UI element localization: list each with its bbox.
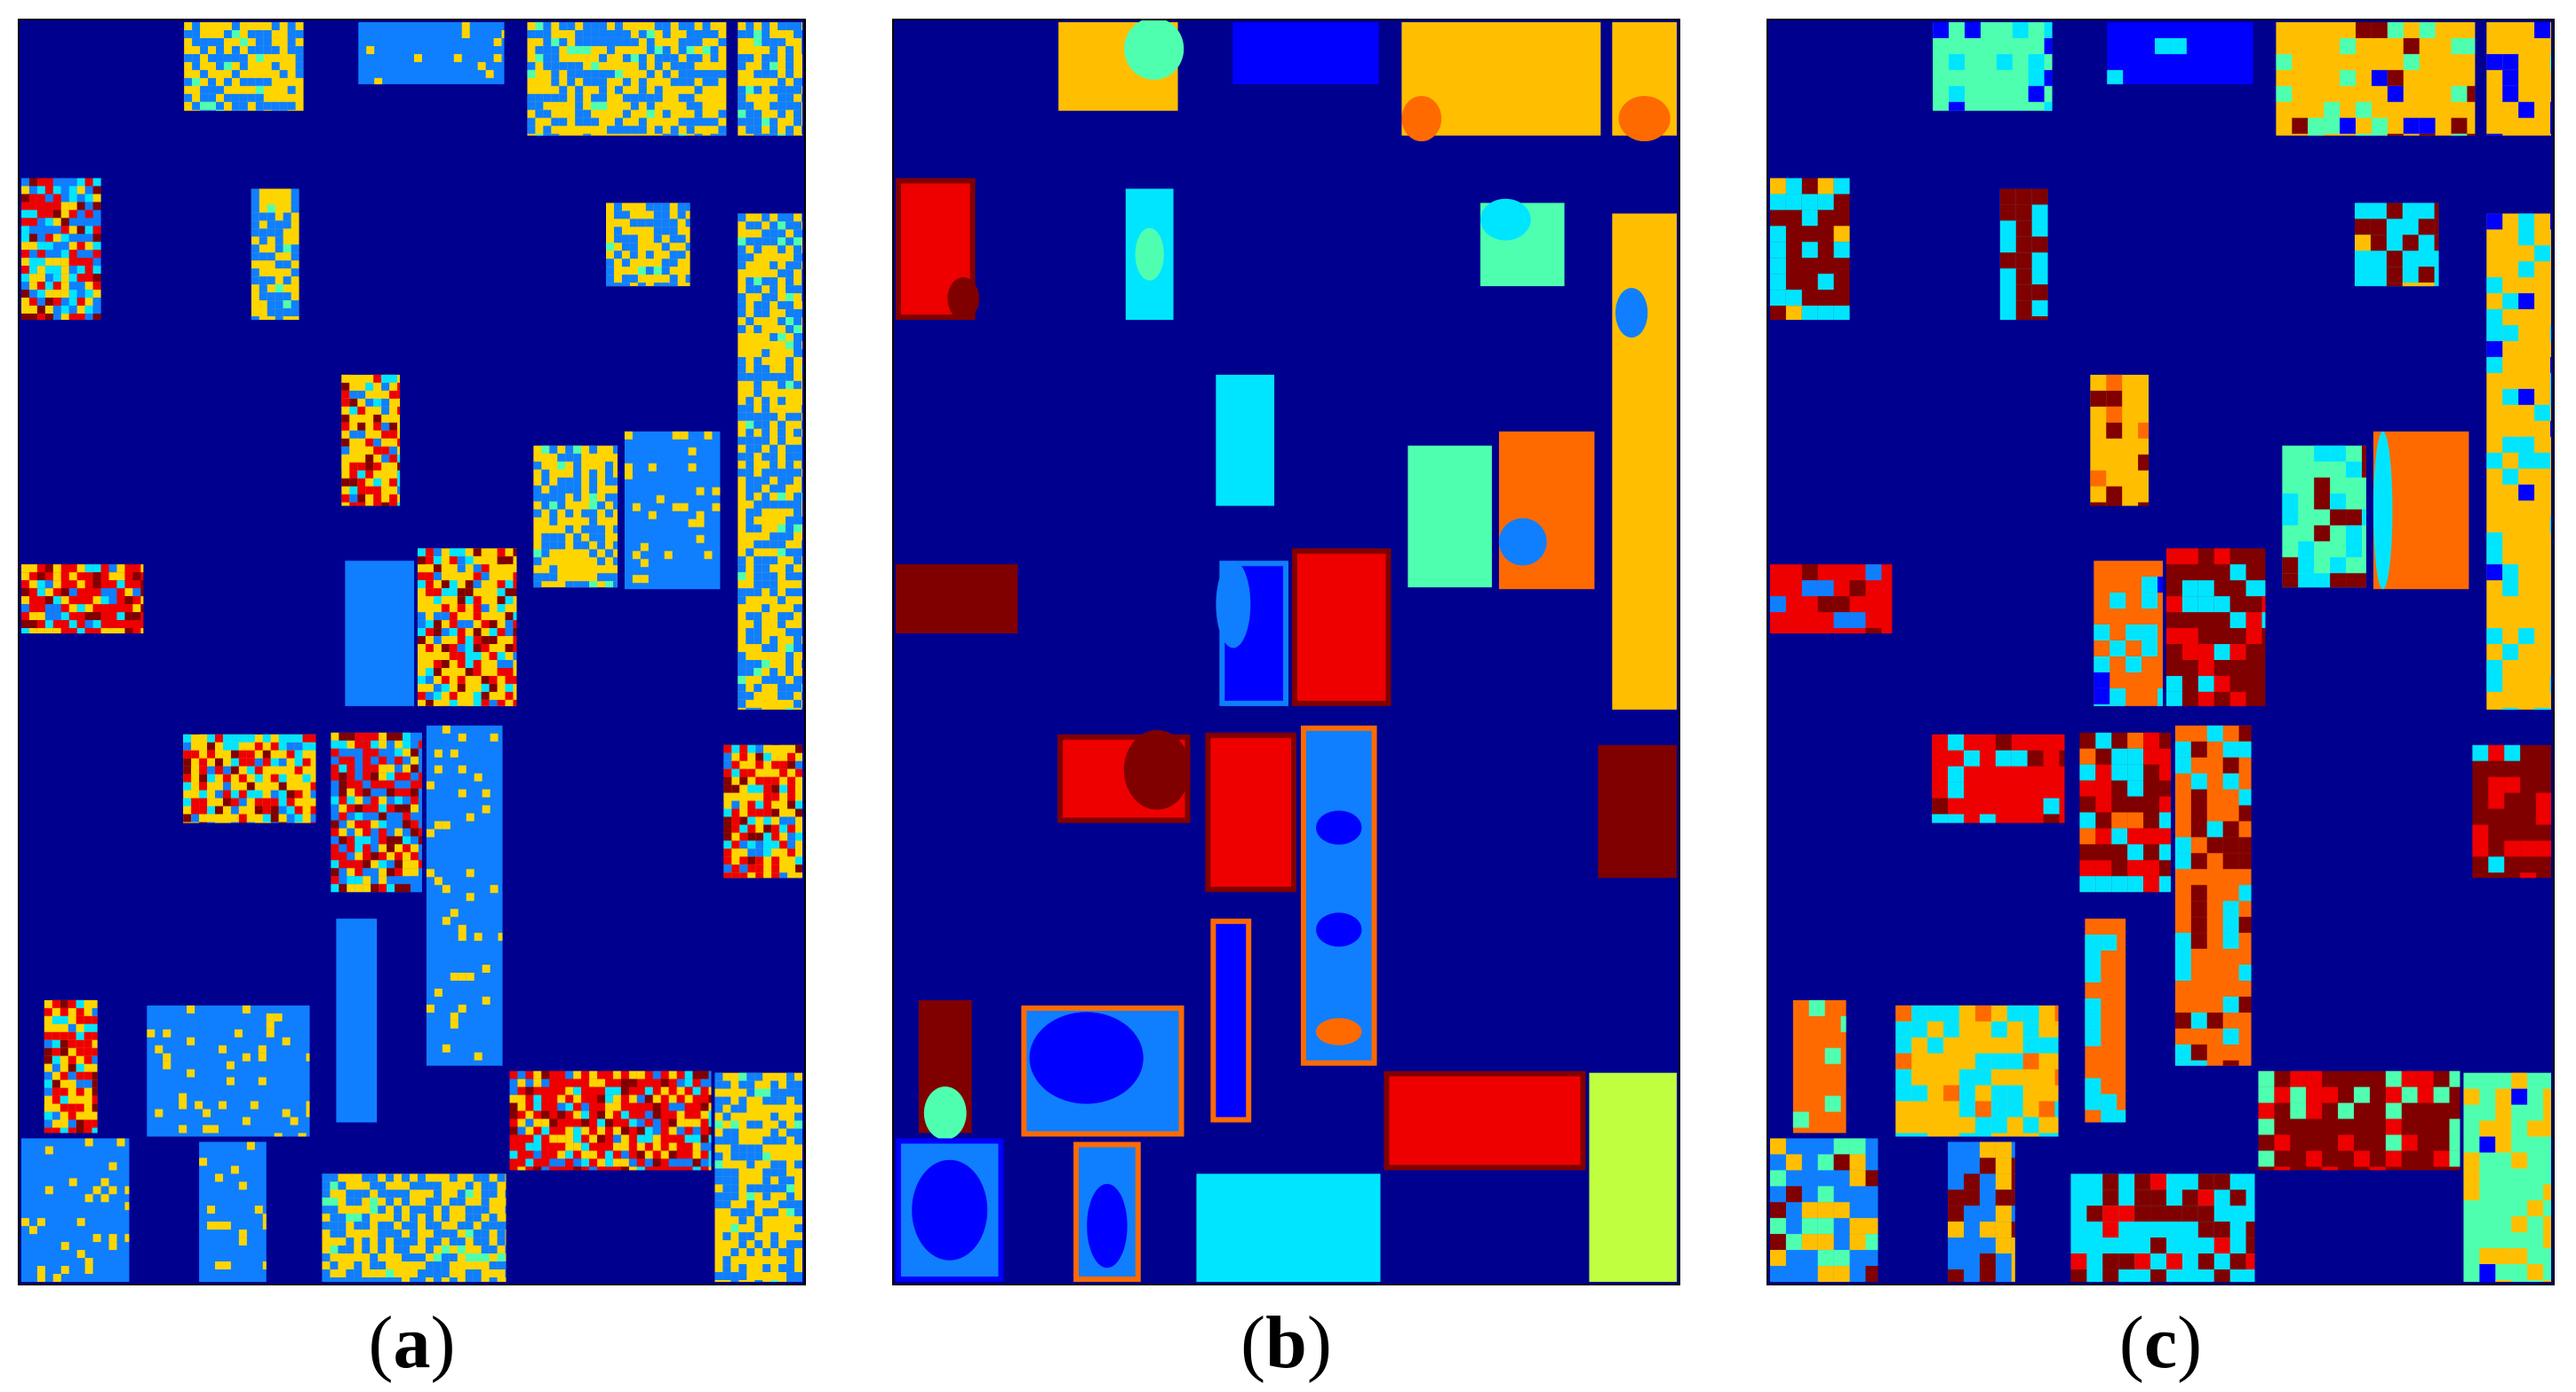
area-c6 <box>1999 188 2048 321</box>
field-a13 <box>345 561 414 706</box>
area-c22 <box>2258 1070 2460 1171</box>
region-b1 <box>1058 20 1184 111</box>
field-a8 <box>738 213 803 710</box>
field-a9 <box>341 374 401 506</box>
region-b7 <box>1480 198 1565 287</box>
field-a7 <box>606 203 690 287</box>
area-c11 <box>2373 431 2469 590</box>
field-a16 <box>331 732 422 893</box>
region-b21 <box>1021 1005 1184 1137</box>
field-a14 <box>417 548 517 706</box>
caption-c-letter: c <box>2143 1301 2178 1384</box>
field-a1 <box>184 21 304 111</box>
caption-a-close: ) <box>430 1301 456 1384</box>
caption-c-close: ) <box>2177 1301 2203 1384</box>
region-b11 <box>1498 431 1595 590</box>
area-c15 <box>1932 734 2065 823</box>
classification-map-b <box>892 19 1680 1285</box>
caption-c-open: ( <box>2118 1301 2144 1384</box>
area-c7 <box>2355 203 2439 287</box>
region-b24 <box>895 1138 1004 1283</box>
area-c25 <box>1948 1141 2015 1283</box>
field-a22 <box>509 1070 712 1171</box>
caption-c: (c) <box>1767 1299 2555 1388</box>
field-a23 <box>714 1072 803 1283</box>
region-b20 <box>918 999 972 1140</box>
map-c-svg <box>1768 20 2553 1284</box>
field-a5 <box>20 178 101 321</box>
area-c5 <box>1769 178 1850 321</box>
region-b8 <box>1612 213 1678 710</box>
area-c21 <box>1895 1005 2059 1137</box>
region-b2 <box>1232 21 1379 84</box>
field-a18 <box>723 744 803 879</box>
area-c4 <box>2486 21 2552 136</box>
field-a24 <box>20 1138 130 1283</box>
region-b10 <box>1408 445 1492 588</box>
field-a2 <box>358 21 505 84</box>
region-b16 <box>1205 732 1296 893</box>
classification-map-c <box>1767 19 2555 1285</box>
region-b14 <box>1291 548 1392 706</box>
caption-a: (a) <box>18 1299 806 1388</box>
caption-b: (b) <box>892 1299 1680 1388</box>
region-b18 <box>1598 744 1678 879</box>
region-b13 <box>1216 561 1288 706</box>
area-c23 <box>2463 1072 2552 1283</box>
area-c17 <box>2174 725 2252 1066</box>
region-b4 <box>1612 21 1678 142</box>
region-b23 <box>1589 1072 1678 1283</box>
caption-b-letter: b <box>1265 1301 1307 1384</box>
field-a21 <box>147 1005 310 1137</box>
area-c3 <box>2276 21 2476 136</box>
area-c16 <box>2079 732 2171 893</box>
field-a19 <box>336 919 378 1123</box>
area-c24 <box>1769 1138 1878 1283</box>
field-a10 <box>533 445 618 588</box>
field-a15 <box>183 734 316 823</box>
classification-map-a <box>18 19 806 1285</box>
caption-b-close: ) <box>1306 1301 1332 1384</box>
region-b25 <box>1073 1141 1141 1283</box>
field-a11 <box>624 431 721 590</box>
region-b19 <box>1210 919 1252 1123</box>
area-c26 <box>2070 1173 2255 1283</box>
area-c13 <box>2093 561 2163 706</box>
area-c9 <box>2090 374 2149 506</box>
caption-b-open: ( <box>1240 1301 1266 1384</box>
field-a4 <box>738 21 803 136</box>
area-c2 <box>2107 21 2253 84</box>
region-b5 <box>895 178 980 321</box>
map-a-svg <box>20 20 804 1284</box>
region-b15 <box>1057 729 1191 823</box>
field-a12 <box>20 564 144 634</box>
region-b6 <box>1125 188 1174 321</box>
region-b22 <box>1384 1070 1586 1171</box>
region-b9 <box>1216 374 1275 506</box>
area-c20 <box>1792 999 1846 1133</box>
area-c1 <box>1933 21 2053 111</box>
caption-a-letter: a <box>393 1301 431 1384</box>
area-c18 <box>2472 744 2552 879</box>
map-b-svg <box>894 20 1679 1284</box>
field-a6 <box>251 188 299 321</box>
region-b17 <box>1300 725 1377 1066</box>
area-c14 <box>2165 548 2266 706</box>
field-a26 <box>322 1173 506 1283</box>
area-c8 <box>2486 213 2552 710</box>
caption-a-open: ( <box>368 1301 394 1384</box>
field-a20 <box>44 999 98 1133</box>
region-b12 <box>895 564 1018 634</box>
region-b3 <box>1401 21 1601 142</box>
region-b26 <box>1196 1173 1381 1283</box>
field-a17 <box>426 725 503 1066</box>
area-c19 <box>2085 919 2126 1123</box>
field-a3 <box>527 21 727 136</box>
area-c10 <box>2282 445 2366 588</box>
field-a25 <box>199 1141 267 1283</box>
area-c12 <box>1769 564 1893 634</box>
